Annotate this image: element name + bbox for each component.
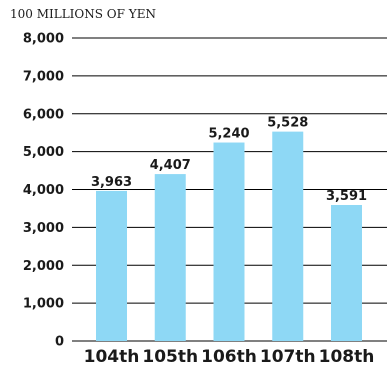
y-tick-label: 5,000	[23, 145, 64, 160]
bar-105th	[154, 174, 186, 341]
bar-107th	[272, 131, 304, 341]
bar-108th	[331, 204, 362, 341]
bar-104th	[96, 190, 127, 341]
x-tick-label-106th: 106th	[201, 347, 257, 367]
data-label-106th: 5,240	[208, 127, 249, 142]
data-label-107th: 5,528	[267, 116, 308, 131]
data-label-108th: 3,591	[326, 189, 367, 204]
y-axis-ticks: 0 1,000 2,000 3,000 4,000 5,000 6,000 7,000 8,00…	[23, 32, 64, 350]
data-label-105th: 4,407	[150, 158, 191, 173]
unit-label: 100 MILLIONS OF YEN	[10, 7, 156, 21]
x-tick-label-108th: 108th	[319, 347, 375, 367]
y-tick-label: 7,000	[23, 69, 64, 84]
data-label-104th: 3,963	[91, 175, 132, 190]
y-tick-label: 6,000	[23, 107, 64, 122]
bars	[96, 131, 362, 341]
data-labels: 3,963 4,407 5,240 5,528 3,591	[91, 116, 367, 204]
y-tick-label: 8,000	[23, 32, 64, 47]
x-tick-label-107th: 107th	[260, 347, 316, 367]
y-tick-label: 4,000	[23, 183, 64, 198]
bar-106th	[213, 142, 245, 341]
x-tick-label-104th: 104th	[84, 347, 140, 367]
x-axis-ticks: 104th 105th 106th 107th 108th	[84, 347, 375, 367]
x-tick-label-105th: 105th	[142, 347, 198, 367]
y-tick-label: 1,000	[23, 297, 64, 312]
y-tick-label: 0	[55, 335, 64, 350]
y-tick-label: 3,000	[23, 221, 64, 236]
y-tick-label: 2,000	[23, 259, 64, 274]
